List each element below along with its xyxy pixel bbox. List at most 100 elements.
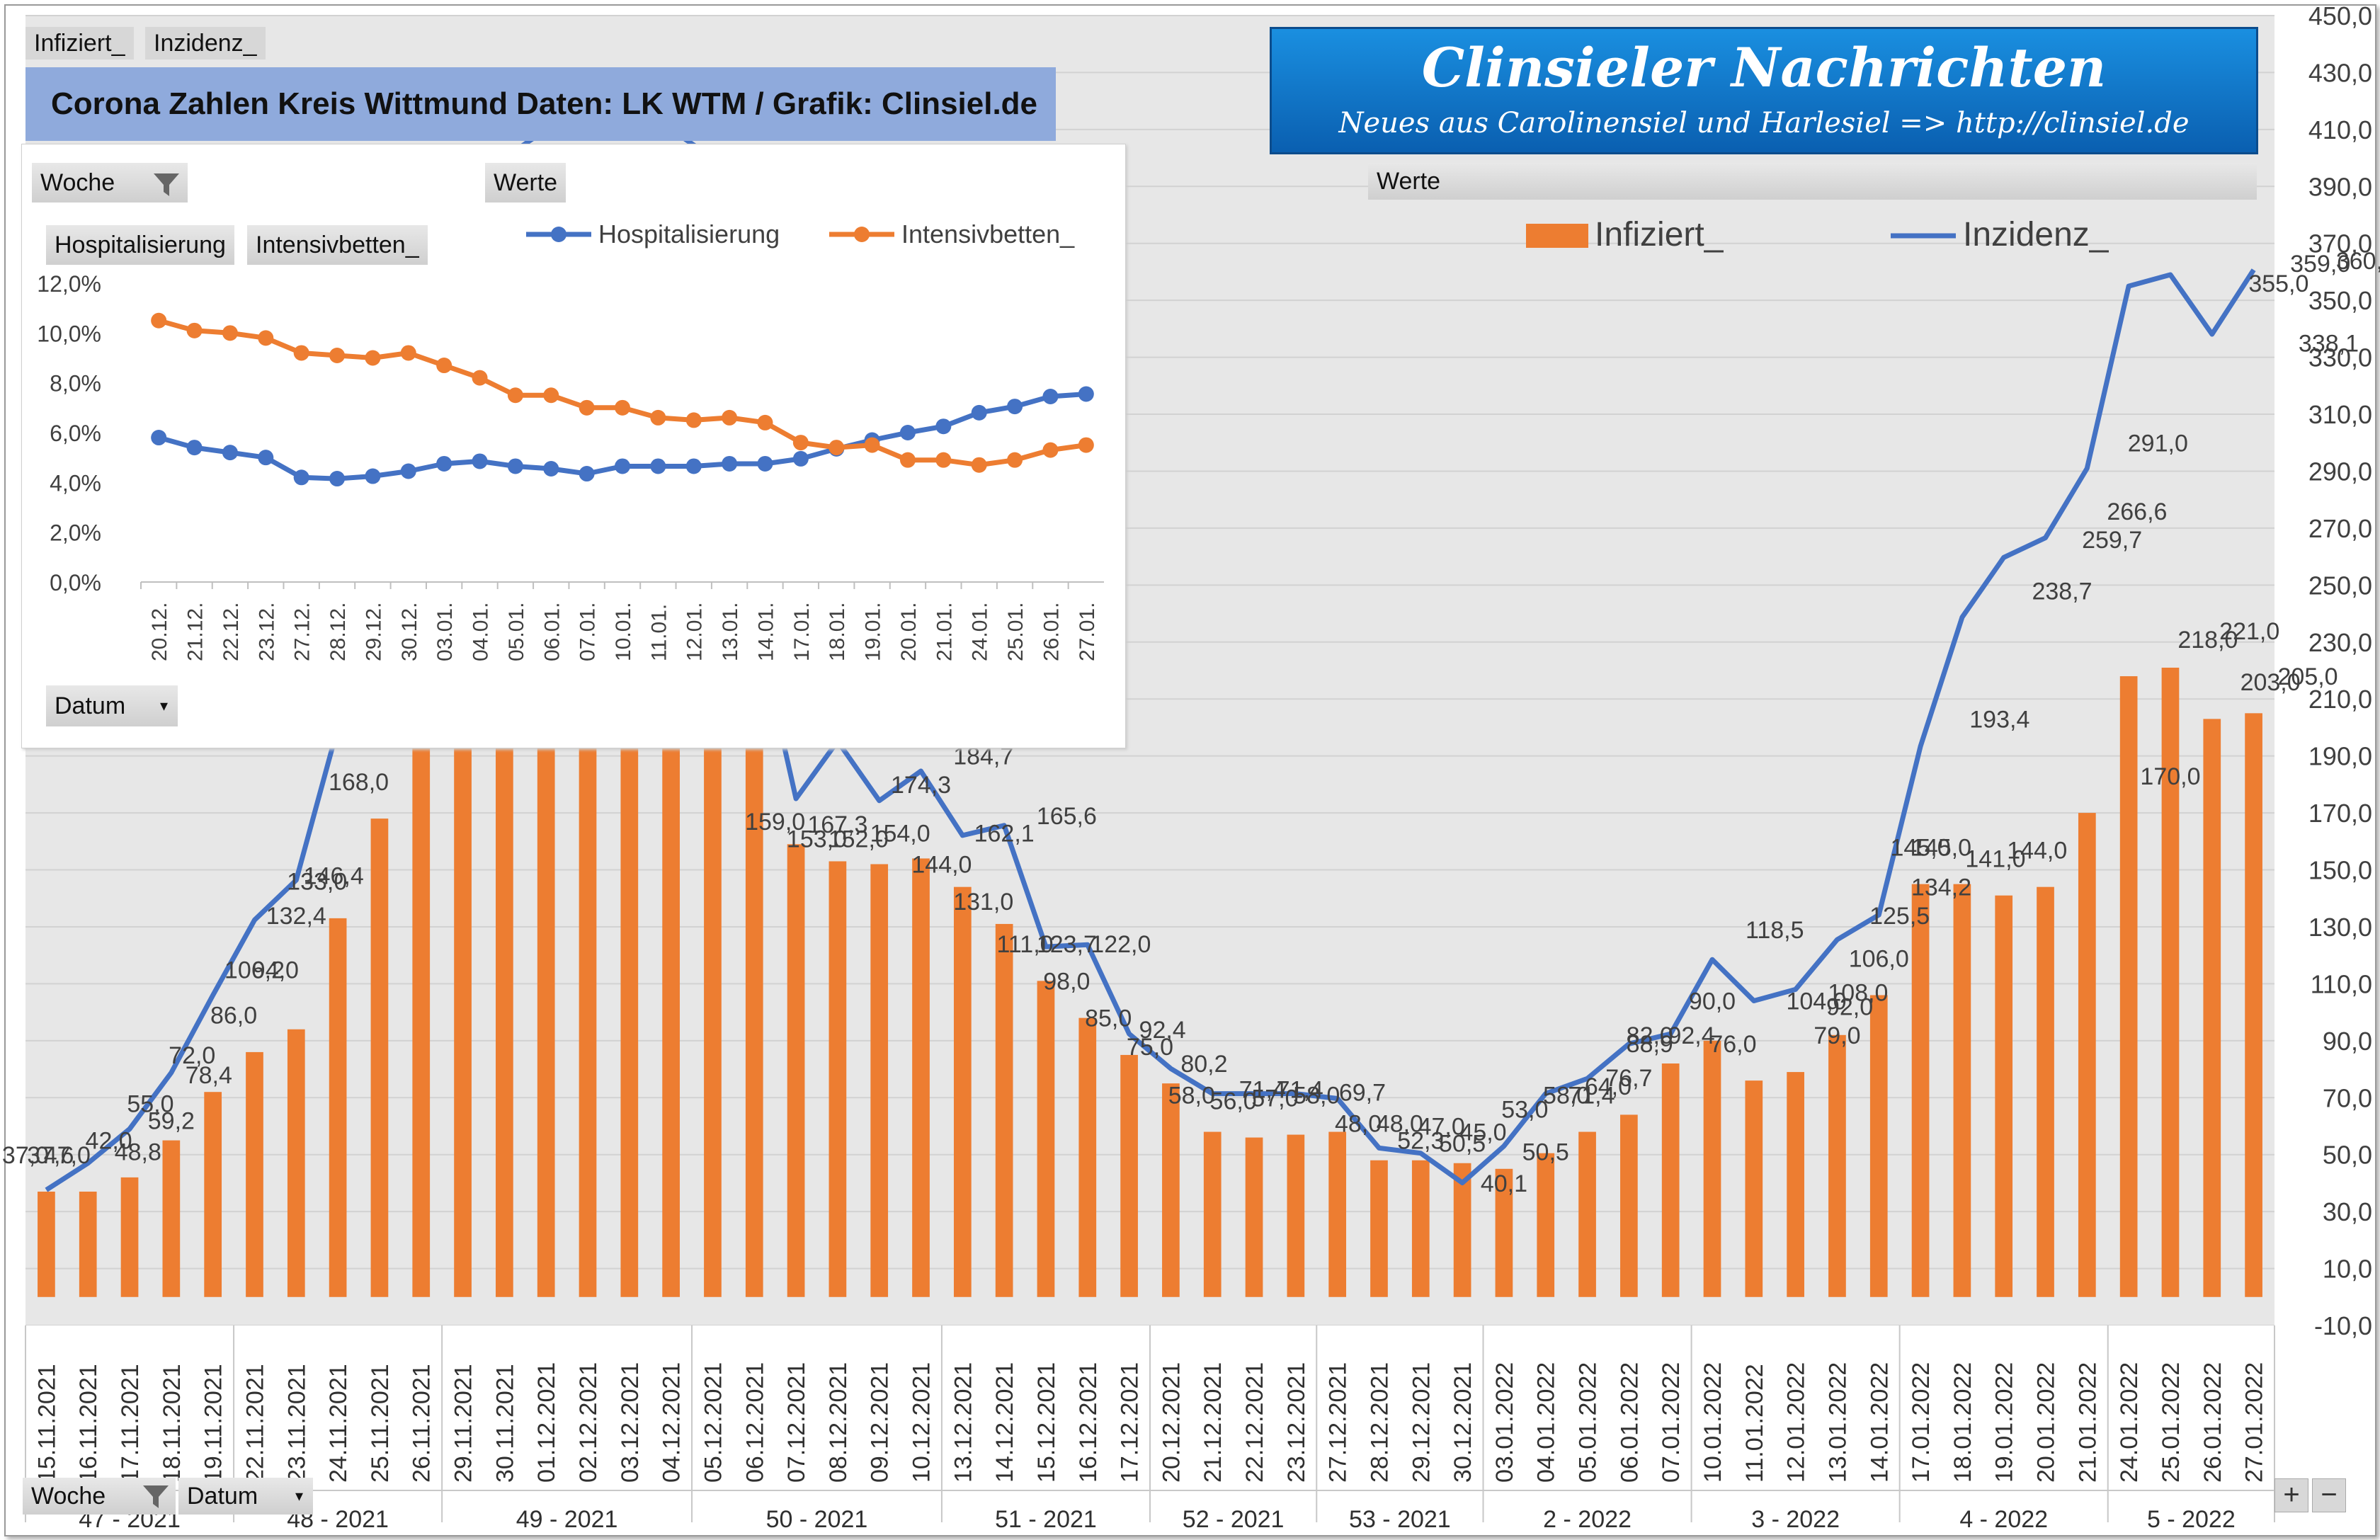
bar	[2203, 719, 2221, 1297]
data-label: 72,0	[169, 1042, 215, 1069]
data-label: 56,0	[1210, 1088, 1257, 1114]
field-button-inzidenz[interactable]: Inzidenz_	[145, 27, 266, 59]
inset-x-tick-label: 18.01.	[826, 603, 849, 661]
inset-point	[757, 455, 773, 472]
bar	[2078, 813, 2096, 1297]
bar	[2245, 713, 2262, 1297]
data-label: 133,0	[287, 869, 347, 896]
inset-point	[1007, 452, 1023, 468]
inset-x-tick-label: 23.12.	[255, 603, 278, 661]
werte-field-main[interactable]: Werte	[1368, 163, 2257, 200]
datum-filter-button-bottom[interactable]: Datum ▾	[178, 1478, 313, 1515]
x-tick-label: 20.12.2021	[1158, 1362, 1185, 1483]
zoom-out-button[interactable]: −	[2312, 1478, 2346, 1512]
werte-field-inset[interactable]: Werte	[485, 163, 566, 203]
y-tick-label: 10,0	[2323, 1255, 2372, 1284]
bar	[1537, 1153, 1555, 1297]
x-tick-label: 06.12.2021	[741, 1362, 768, 1483]
datum-filter-button[interactable]: Datum ▾	[46, 685, 178, 726]
inset-point	[400, 463, 416, 479]
inset-x-tick-label: 13.01.	[719, 603, 742, 661]
data-label: 48,0	[1335, 1111, 1382, 1138]
inset-chart-panel: Woche Werte Hospitalisierung Intensivbet…	[21, 144, 1126, 748]
inset-point	[864, 437, 880, 453]
x-tick-label: 27.12.2021	[1325, 1362, 1352, 1483]
inset-series-line	[158, 392, 1087, 481]
field-button-hospitalisierung[interactable]: Hospitalisierung	[46, 225, 234, 265]
x-tick-label: 10.12.2021	[909, 1362, 935, 1483]
bar	[454, 736, 472, 1297]
inset-point	[722, 455, 738, 472]
y-tick-label: 170,0	[2308, 799, 2372, 828]
woche-label: Woche	[40, 169, 115, 196]
inset-x-tick-label: 11.01.	[647, 604, 671, 661]
data-label: 145,0	[1891, 834, 1951, 861]
bar	[1287, 1134, 1305, 1297]
data-label: 146,4	[304, 863, 364, 890]
field-button-intensivbetten[interactable]: Intensivbetten_	[247, 225, 428, 265]
inset-y-tick-label: 12,0%	[37, 271, 101, 297]
bar	[287, 1029, 305, 1297]
bar	[1869, 995, 1888, 1297]
y-axis-ticks: -10,0 10,0 30,0 50,0 70,0 90,0 110,0 130,0 150,0…	[2308, 1, 2372, 1340]
data-label: 57,0	[1251, 1085, 1298, 1112]
inset-point	[222, 445, 238, 461]
inset-point	[436, 358, 452, 374]
data-label: 167,3	[807, 811, 867, 838]
x-tick-label: 04.01.2022	[1533, 1362, 1560, 1483]
x-tick-label: 24.01.2022	[2116, 1362, 2143, 1483]
bar	[2037, 886, 2054, 1297]
data-label: 37,0	[2, 1142, 49, 1169]
inset-x-tick-label: 14.01.	[754, 603, 778, 661]
data-label: 360,7	[2336, 248, 2380, 275]
bar	[1037, 981, 1055, 1297]
data-label: 170,0	[2140, 763, 2200, 790]
x-tick-label: 29.12.2021	[1408, 1362, 1435, 1483]
x-tick-label: 11.01.2022	[1741, 1364, 1768, 1483]
data-label: 76,0	[1709, 1031, 1756, 1058]
data-label: 106,0	[1849, 945, 1909, 972]
bar	[1120, 1054, 1138, 1297]
legend-label-hospitalisierung: Hospitalisierung	[598, 219, 780, 249]
inset-x-tick-label: 28.12.	[326, 603, 350, 661]
x-tick-label: 08.12.2021	[825, 1362, 852, 1483]
data-label: 71,4	[1568, 1082, 1615, 1109]
inset-point	[293, 469, 309, 486]
data-label: 47,0	[1418, 1114, 1465, 1141]
bar	[1828, 1034, 1846, 1297]
week-label: 50 - 2021	[766, 1506, 868, 1533]
x-tick-label: 24.11.2021	[325, 1364, 352, 1483]
inset-x-tick-label: 24.01.	[969, 603, 992, 661]
inset-point	[151, 312, 167, 329]
data-label: 338,1	[2299, 331, 2359, 358]
data-label: 48,0	[1377, 1111, 1423, 1138]
inset-series	[151, 312, 1094, 487]
inset-point	[722, 409, 738, 426]
x-tick-label: 17.12.2021	[1117, 1362, 1144, 1483]
x-tick-label: 23.11.2021	[283, 1364, 310, 1483]
data-label: 145,0	[1911, 834, 1971, 861]
inset-point	[650, 409, 666, 426]
data-label: 98,0	[1043, 968, 1090, 995]
inset-point	[507, 387, 523, 404]
inset-series-line	[158, 318, 1087, 468]
woche-filter-button-bottom[interactable]: Woche	[23, 1478, 176, 1515]
inset-x-tick-label: 25.01.	[1004, 603, 1027, 661]
data-label: 85,0	[1085, 1005, 1132, 1032]
bar	[1370, 1160, 1388, 1297]
bar	[370, 819, 389, 1297]
x-tick-label: 28.12.2021	[1366, 1362, 1393, 1483]
zoom-in-button[interactable]: +	[2274, 1478, 2308, 1512]
inset-point	[1078, 437, 1094, 453]
woche-filter-button[interactable]: Woche	[32, 163, 188, 203]
data-label: 48,8	[115, 1139, 161, 1166]
field-button-infiziert[interactable]: Infiziert_	[25, 27, 134, 59]
bar	[329, 918, 347, 1297]
data-label: 58,0	[1543, 1082, 1590, 1109]
inset-point	[792, 435, 809, 451]
data-labels: 37,037,647,042,048,855,059,272,078,486,0…	[2, 248, 2380, 1197]
y-tick-label: 190,0	[2308, 742, 2372, 771]
data-label: 82,0	[1627, 1022, 1673, 1049]
x-tick-label: 27.01.2022	[2241, 1362, 2268, 1483]
inset-point	[757, 414, 773, 430]
